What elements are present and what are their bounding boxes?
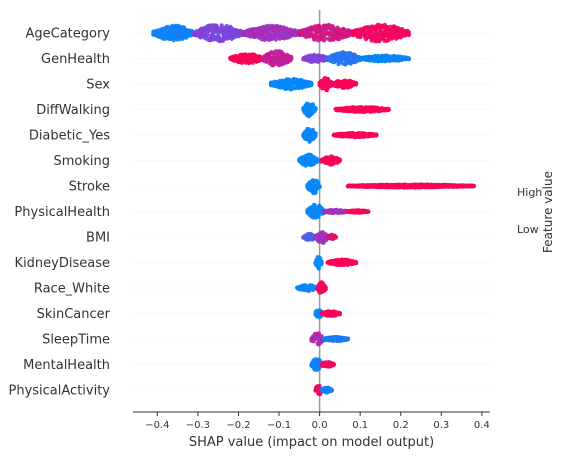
points-Diabetic_Yes-seg-0 bbox=[301, 127, 317, 144]
shap-point bbox=[320, 261, 324, 265]
points-GenHealth-seg-0 bbox=[228, 52, 265, 65]
shap-point bbox=[316, 215, 320, 219]
shap-point bbox=[324, 286, 328, 290]
shap-point bbox=[366, 210, 370, 214]
points-DiffWalking-seg-1 bbox=[334, 105, 391, 114]
points-Smoking-seg-0 bbox=[297, 153, 320, 168]
points-AgeCategory-seg-3 bbox=[297, 23, 354, 43]
shap-point bbox=[316, 158, 320, 162]
points-DiffWalking-seg-0 bbox=[301, 102, 317, 119]
shap-point bbox=[346, 336, 350, 340]
shap-point bbox=[338, 312, 342, 316]
shap-point bbox=[314, 132, 318, 136]
shap-point bbox=[334, 235, 338, 239]
points-Sex-seg-0 bbox=[269, 77, 314, 92]
points-Diabetic_Yes-seg-1 bbox=[332, 131, 379, 139]
shap-point bbox=[354, 261, 358, 265]
points-PhysicalHealth-seg-1 bbox=[322, 208, 351, 215]
points-Stroke-seg-1 bbox=[346, 182, 476, 189]
shap-point bbox=[206, 32, 210, 36]
points-KidneyDisease-seg-1 bbox=[326, 258, 359, 268]
points-GenHealth-seg-3 bbox=[326, 50, 363, 66]
points-AgeCategory-seg-2 bbox=[240, 24, 301, 42]
shap-point bbox=[407, 33, 411, 37]
shap-point bbox=[318, 185, 322, 189]
shap-point bbox=[314, 106, 318, 110]
beeswarm-points bbox=[151, 23, 476, 397]
points-Smoking-seg-1 bbox=[320, 154, 343, 166]
shap-point bbox=[354, 81, 358, 85]
points-AgeCategory-seg-1 bbox=[192, 23, 245, 43]
shap-point bbox=[317, 267, 321, 271]
shap-point bbox=[338, 158, 342, 162]
points-AgeCategory-seg-0 bbox=[151, 24, 196, 43]
shap-point bbox=[387, 107, 391, 111]
shap-point bbox=[374, 133, 378, 137]
points-AgeCategory-seg-4 bbox=[350, 23, 411, 44]
shap-point bbox=[309, 81, 313, 85]
points-KidneyDisease-seg-0 bbox=[314, 255, 324, 271]
shap-point bbox=[472, 184, 476, 188]
points-Sex-seg-2 bbox=[330, 79, 359, 90]
shap-point bbox=[289, 55, 293, 59]
points-GenHealth-seg-4 bbox=[358, 54, 411, 64]
points-PhysicalHealth-seg-2 bbox=[346, 208, 371, 215]
points-GenHealth-seg-1 bbox=[261, 49, 294, 67]
points-Race_White-seg-1 bbox=[316, 280, 328, 295]
points-GenHealth-seg-2 bbox=[301, 53, 330, 64]
shap-point bbox=[407, 57, 411, 61]
shap-point bbox=[332, 363, 336, 367]
points-SleepTime-seg-1 bbox=[322, 335, 351, 343]
